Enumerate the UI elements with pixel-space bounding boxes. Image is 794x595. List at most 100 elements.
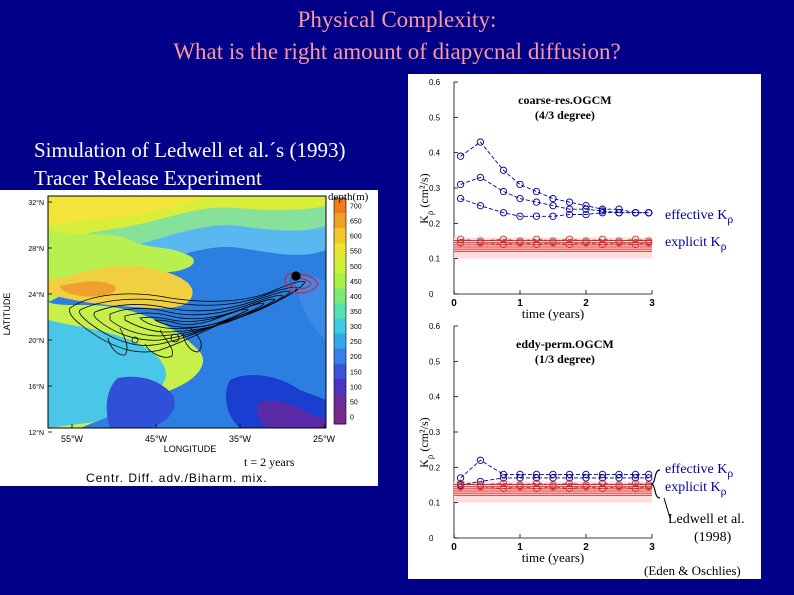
series-point-explicit <box>598 240 607 249</box>
colorbar-swatch <box>334 363 346 380</box>
series-point-explicit <box>615 237 623 245</box>
colorbar-tick-label: 50 <box>350 399 358 406</box>
coarse-res-chart: 0 0.1 0.2 0.3 0.4 0.5 0.6 0 1 2 3 coarse-res.OGCM(4… <box>417 78 655 321</box>
x-tick-label: 3 <box>649 298 655 309</box>
y-tick-label: 0.2 <box>429 219 441 228</box>
series-point-effective <box>582 474 590 482</box>
series-point-effective <box>565 198 574 206</box>
chart-ylabel: Kρ (cm²/s) <box>417 173 435 223</box>
y-tick-label: 0.3 <box>429 428 441 437</box>
y-tick-label: 0 <box>429 534 434 543</box>
colorbar-title: depth(m) <box>328 191 369 203</box>
map-xlabel: LONGITUDE <box>164 444 217 454</box>
eddy-perm-chart: 0 0.1 0.2 0.3 0.4 0.5 0.6 0 1 2 3 eddy-perm.OGCM(1/… <box>417 322 655 565</box>
series-point-effective <box>582 470 590 479</box>
series-point-effective <box>476 456 485 464</box>
colorbar-tick-label: 600 <box>350 234 362 241</box>
latitude-tick-label: 28°N <box>28 245 44 253</box>
map-caption: Centr. Diff. adv./Biharm. mix. <box>86 471 268 485</box>
colorbar-swatch <box>334 243 346 259</box>
latitude-tick-label: 32°N <box>28 199 44 207</box>
colorbar-tick-label: 200 <box>350 354 362 361</box>
brace-bracket <box>650 469 661 499</box>
chart-xlabel: time (years) <box>522 306 584 321</box>
colorbar-swatch <box>334 393 346 410</box>
series-point-explicit <box>549 237 557 245</box>
series-line-effective <box>460 477 649 486</box>
diffusivity-plots-svg: 0 0.1 0.2 0.3 0.4 0.5 0.6 0 1 2 3 coarse-res.OGCM(4… <box>417 78 671 565</box>
series-point-explicit <box>476 237 485 245</box>
slide-title-line2: What is the right amount of diapycnal di… <box>173 39 621 64</box>
series-line-effective <box>460 176 649 214</box>
series-point-explicit <box>565 240 574 249</box>
colorbar-swatch <box>334 318 346 335</box>
series-point-explicit <box>456 239 465 247</box>
series-point-effective <box>615 474 623 482</box>
series-point-effective <box>456 474 465 482</box>
ledwell-pointer-line <box>663 497 671 519</box>
series-point-effective <box>549 474 557 482</box>
series-point-effective <box>598 470 607 479</box>
colorbar-swatch <box>334 213 346 229</box>
y-tick-label: 0.4 <box>429 149 441 158</box>
colorbar-tick-label: 250 <box>350 339 362 346</box>
series-point-effective <box>532 187 541 196</box>
series-point-explicit <box>499 479 508 487</box>
series-point-explicit <box>631 240 640 249</box>
series-point-explicit <box>615 481 623 489</box>
series-point-effective <box>532 212 541 220</box>
longitude-tick-label: 55°W <box>61 434 84 444</box>
series-point-effective <box>516 194 524 203</box>
series-point-effective <box>516 470 524 479</box>
series-point-explicit <box>645 239 653 247</box>
series-point-explicit <box>582 483 590 491</box>
colorbar-tick-label: 300 <box>350 324 362 331</box>
colorbar-swatch <box>334 303 346 320</box>
series-point-explicit <box>582 237 590 245</box>
series-point-effective <box>582 205 590 213</box>
series-point-effective <box>615 205 623 213</box>
series-point-explicit <box>615 483 623 491</box>
series-point-explicit <box>631 479 640 487</box>
colorbar-tick-label: 350 <box>350 309 362 316</box>
x-tick-label: 3 <box>649 542 655 553</box>
longitude-ticks: 55°W 45°W 35°W 25°W <box>61 424 336 444</box>
series-point-effective <box>645 470 653 479</box>
colorbar-tick-label: 100 <box>350 384 362 391</box>
chart-subtitle: (1/3 degree) <box>535 352 595 366</box>
series-line-effective <box>460 459 649 479</box>
series-point-explicit <box>499 235 508 243</box>
series-point-explicit <box>532 235 541 243</box>
series-point-effective <box>565 210 574 219</box>
colorbar-swatch <box>334 198 346 214</box>
series-point-effective <box>598 209 607 217</box>
tracer-map-panel: 700 650 600 550 500 450 400 350 300 250 200 150 100 5… <box>0 190 378 486</box>
y-tick-label: 0.1 <box>429 499 441 508</box>
series-point-explicit <box>532 240 541 249</box>
latitude-ticks: 32°N 28°N 24°N 20°N 16°N 12°N <box>28 199 52 437</box>
series-point-explicit <box>499 484 508 493</box>
y-tick-label: 0.6 <box>429 322 441 331</box>
series-point-explicit <box>549 481 557 489</box>
map-frame <box>47 195 327 429</box>
series-point-effective <box>631 209 640 217</box>
colorbar-tick-label: 650 <box>350 219 362 226</box>
map-time-label: t = 2 years <box>244 455 295 469</box>
series-point-effective <box>532 198 541 206</box>
series-line-effective <box>460 198 649 217</box>
colorbar-tick-label: 550 <box>350 249 362 256</box>
colorbar-tick-label: 450 <box>350 279 362 286</box>
y-tick-label: 0.1 <box>429 255 441 264</box>
series-point-effective <box>615 209 623 217</box>
y-tick-label: 0.5 <box>429 113 441 122</box>
colorbar-swatch <box>334 348 346 365</box>
series-point-explicit <box>631 484 640 493</box>
y-tick-label: 0.2 <box>429 463 441 472</box>
series-point-explicit <box>499 240 508 249</box>
colorbar-swatch <box>334 228 346 244</box>
x-tick-label: 2 <box>583 542 589 553</box>
series-point-effective <box>598 474 607 482</box>
series-line-explicit <box>460 242 649 245</box>
series-point-explicit <box>645 481 653 489</box>
series-point-explicit <box>516 237 524 245</box>
